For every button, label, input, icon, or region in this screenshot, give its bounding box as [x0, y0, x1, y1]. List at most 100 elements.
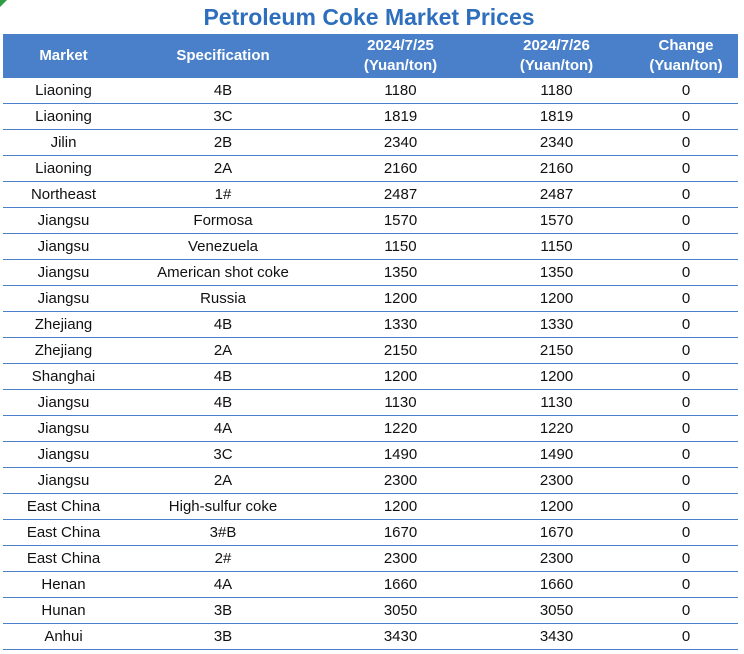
market-cell: Jiangsu: [3, 415, 124, 442]
change-cell: 0: [634, 467, 738, 494]
specification-cell: Venezuela: [124, 233, 322, 260]
header-price-0725-label: 2024/7/25: [367, 37, 434, 54]
specification-cell: 2A: [124, 467, 322, 494]
price-0725-cell: 2487: [322, 181, 479, 208]
price-0726-cell: 1200: [479, 493, 634, 520]
price-0725-cell: 3430: [322, 623, 479, 650]
specification-cell: 2A: [124, 337, 322, 364]
specification-cell: 3B: [124, 623, 322, 650]
specification-cell: American shot coke: [124, 259, 322, 286]
price-0726-cell: 1200: [479, 285, 634, 312]
market-cell: East China: [3, 493, 124, 520]
price-0726-cell: 1570: [479, 207, 634, 234]
price-0725-cell: 1200: [322, 493, 479, 520]
price-0726-cell: 1200: [479, 363, 634, 390]
header-change-label: Change: [658, 37, 714, 54]
price-0726-cell: 2340: [479, 129, 634, 156]
price-0725-cell: 1660: [322, 571, 479, 598]
change-cell: 0: [634, 259, 738, 286]
market-cell: Zhejiang: [3, 311, 124, 338]
price-0726-cell: 1490: [479, 441, 634, 468]
change-cell: 0: [634, 493, 738, 520]
price-0725-cell: 1200: [322, 285, 479, 312]
price-0725-cell: 2160: [322, 155, 479, 182]
price-0725-cell: 1200: [322, 363, 479, 390]
specification-cell: 2B: [124, 129, 322, 156]
specification-cell: Formosa: [124, 207, 322, 234]
price-0725-cell: 2300: [322, 467, 479, 494]
specification-cell: High-sulfur coke: [124, 493, 322, 520]
change-cell: 0: [634, 441, 738, 468]
price-0725-cell: 1330: [322, 311, 479, 338]
change-cell: 0: [634, 389, 738, 416]
price-0725-cell: 1670: [322, 519, 479, 546]
header-price-0726-unit: (Yuan/ton): [519, 57, 594, 74]
specification-cell: 3C: [124, 103, 322, 130]
specification-cell: 4A: [124, 571, 322, 598]
header-price-0725: 2024/7/25 (Yuan/ton): [322, 34, 479, 78]
header-price-0725-unit: (Yuan/ton): [363, 57, 438, 74]
table-row: Liaoning 3C 1819 1819 0: [3, 103, 738, 130]
market-cell: Liaoning: [3, 103, 124, 130]
specification-cell: 4B: [124, 311, 322, 338]
change-cell: 0: [634, 415, 738, 442]
specification-cell: 3B: [124, 597, 322, 624]
table-row: Jiangsu 2A 2300 2300 0: [3, 467, 738, 494]
specification-cell: 3#B: [124, 519, 322, 546]
table-row: Jiangsu 4A 1220 1220 0: [3, 415, 738, 442]
market-cell: Jilin: [3, 129, 124, 156]
market-cell: Jiangsu: [3, 441, 124, 468]
price-0726-cell: 1180: [479, 78, 634, 104]
change-cell: 0: [634, 78, 738, 104]
change-cell: 0: [634, 571, 738, 598]
change-cell: 0: [634, 519, 738, 546]
price-0725-cell: 2300: [322, 545, 479, 572]
table-row: Jiangsu Russia 1200 1200 0: [3, 285, 738, 312]
table-row: Liaoning 4B 1180 1180 0: [3, 78, 738, 104]
market-cell: Jiangsu: [3, 389, 124, 416]
specification-cell: 4B: [124, 389, 322, 416]
price-0725-cell: 1180: [322, 78, 479, 104]
specification-cell: 4B: [124, 78, 322, 104]
market-cell: East China: [3, 519, 124, 546]
header-change: Change (Yuan/ton): [634, 34, 738, 78]
table-row: Zhejiang 4B 1330 1330 0: [3, 311, 738, 338]
header-specification: Specification: [124, 34, 322, 78]
price-0726-cell: 1819: [479, 103, 634, 130]
table-title: Petroleum Coke Market Prices: [203, 4, 535, 30]
market-cell: Anhui: [3, 623, 124, 650]
specification-cell: 2A: [124, 155, 322, 182]
price-0726-cell: 1350: [479, 259, 634, 286]
price-0726-cell: 3430: [479, 623, 634, 650]
table-row: Jiangsu Formosa 1570 1570 0: [3, 207, 738, 234]
change-cell: 0: [634, 233, 738, 260]
table-row: Jiangsu Venezuela 1150 1150 0: [3, 233, 738, 260]
market-cell: Hunan: [3, 597, 124, 624]
table-row: East China High-sulfur coke 1200 1200 0: [3, 493, 738, 520]
table-row: Jiangsu American shot coke 1350 1350 0: [3, 259, 738, 286]
table-row: Jiangsu 3C 1490 1490 0: [3, 441, 738, 468]
price-0725-cell: 1150: [322, 233, 479, 260]
market-cell: Henan: [3, 571, 124, 598]
header-price-0726: 2024/7/26 (Yuan/ton): [479, 34, 634, 78]
change-cell: 0: [634, 337, 738, 364]
table-row: Jilin 2B 2340 2340 0: [3, 129, 738, 156]
table-header: Market Specification 2024/7/25 (Yuan/ton) 20…: [3, 34, 738, 78]
specification-cell: Russia: [124, 285, 322, 312]
change-cell: 0: [634, 103, 738, 130]
market-cell: Jiangsu: [3, 467, 124, 494]
price-0725-cell: 1220: [322, 415, 479, 442]
change-cell: 0: [634, 285, 738, 312]
header-price-0726-label: 2024/7/26: [523, 37, 590, 54]
header-change-unit: (Yuan/ton): [649, 57, 723, 74]
change-cell: 0: [634, 311, 738, 338]
table-row: Anhui 3B 3430 3430 0: [3, 623, 738, 650]
market-cell: Liaoning: [3, 78, 124, 104]
market-cell: Jiangsu: [3, 233, 124, 260]
table-row: Shanghai 4B 1200 1200 0: [3, 363, 738, 390]
change-cell: 0: [634, 623, 738, 650]
price-0726-cell: 2160: [479, 155, 634, 182]
price-0726-cell: 1330: [479, 311, 634, 338]
specification-cell: 4A: [124, 415, 322, 442]
price-0725-cell: 2340: [322, 129, 479, 156]
